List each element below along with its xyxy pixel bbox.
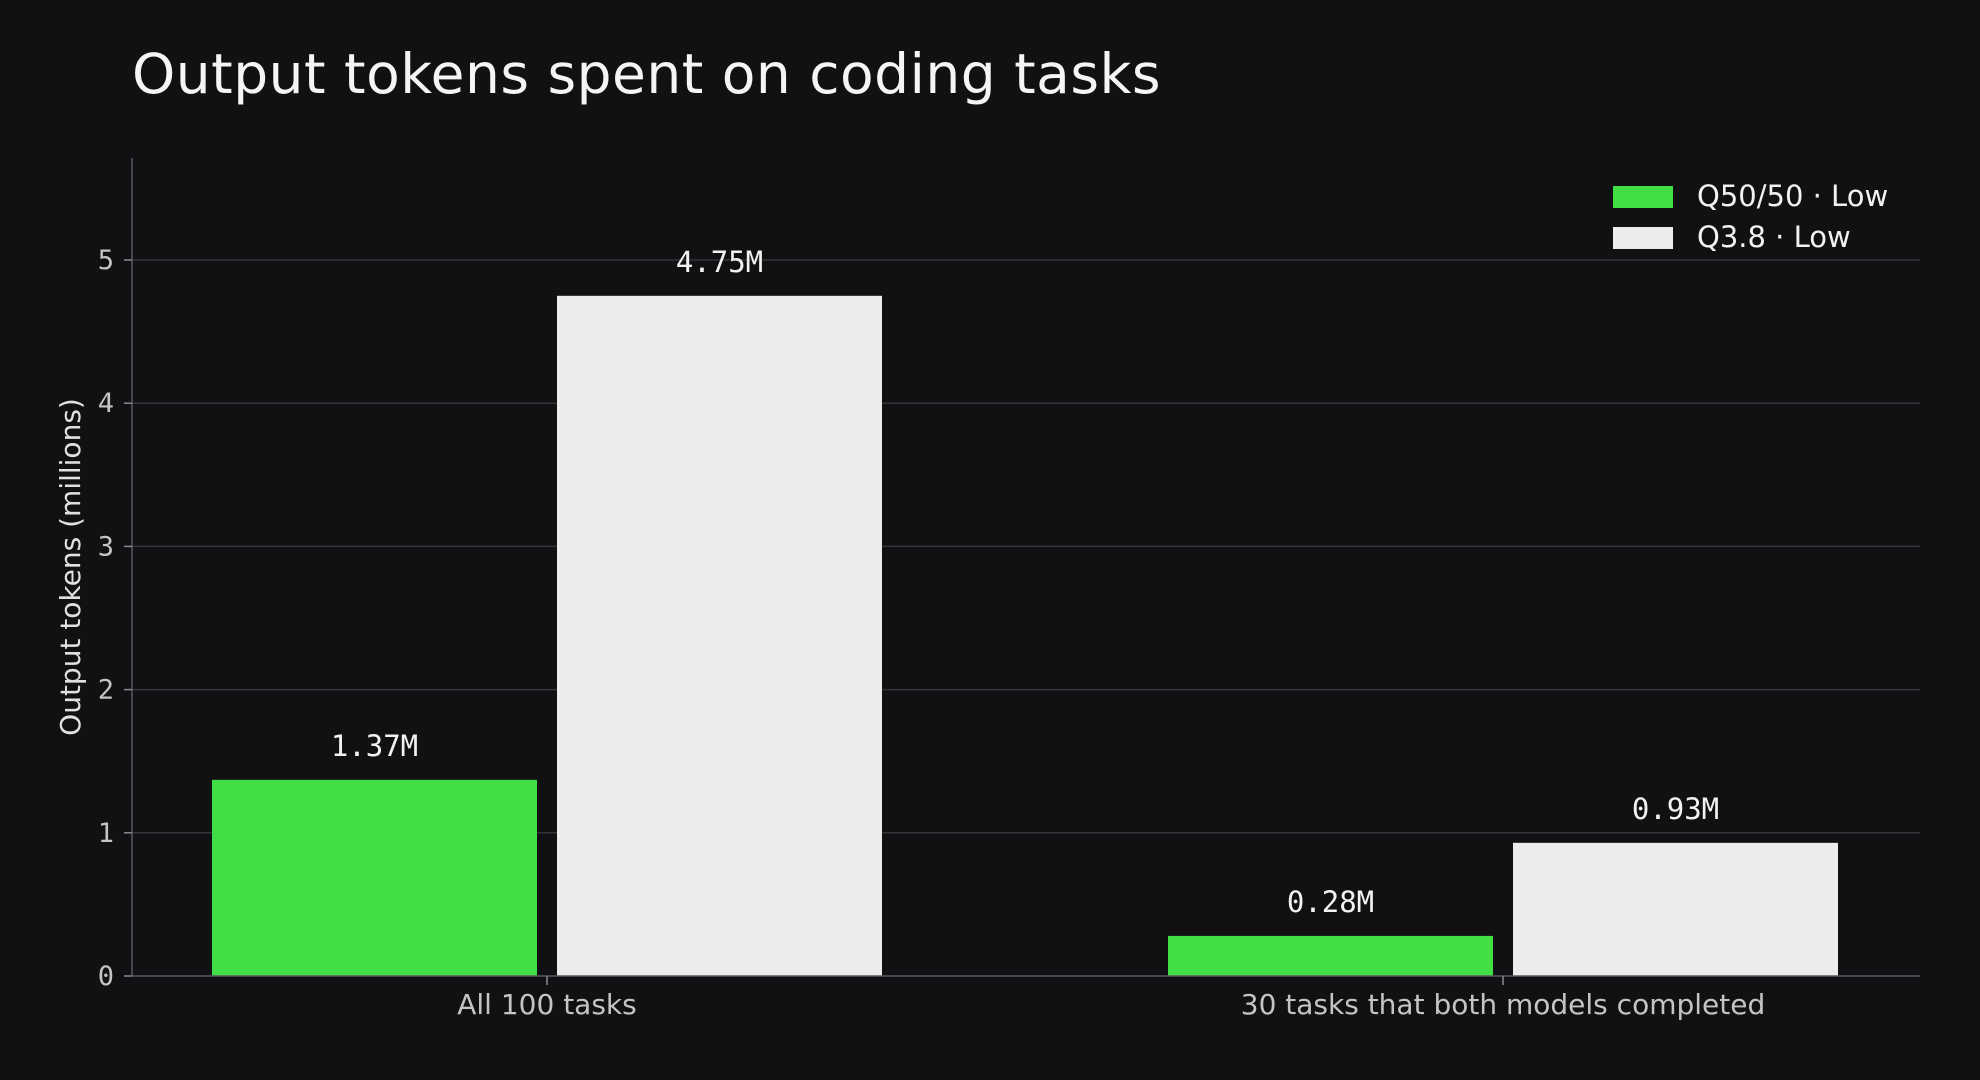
bar [1168,935,1493,976]
value-labels: 1.37M 4.75M 0.28M 0.93M [331,245,1719,919]
y-tick-label: 0 [98,961,114,992]
y-tick-label: 2 [98,675,114,706]
y-tick-label: 5 [98,245,114,276]
x-category-label: All 100 tasks [457,988,636,1021]
bar-value-label: 4.75M [676,245,763,279]
x-category-label: 30 tasks that both models completed [1241,988,1765,1021]
axes [131,158,1920,977]
y-ticks: 0 1 2 3 4 5 [98,245,132,992]
bar [1513,842,1838,976]
x-categories: All 100 tasks 30 tasks that both models c… [457,976,1765,1021]
bars [212,295,1838,976]
y-tick-label: 1 [98,818,114,849]
y-tick-label: 4 [98,388,114,419]
chart-title: Output tokens spent on coding tasks [132,42,1162,106]
legend-swatch [1613,186,1673,208]
legend-swatch [1613,227,1673,249]
legend-label: Q50/50 · Low [1697,179,1888,213]
bar [212,779,537,976]
legend-label: Q3.8 · Low [1697,220,1851,254]
legend: Q50/50 · Low Q3.8 · Low [1613,179,1888,254]
bar-value-label: 0.28M [1287,885,1374,919]
y-tick-label: 3 [98,531,114,562]
y-axis-title: Output tokens (millions) [54,398,87,736]
bar-value-label: 0.93M [1632,792,1719,826]
bar-value-label: 1.37M [331,729,418,763]
bar [557,295,882,976]
